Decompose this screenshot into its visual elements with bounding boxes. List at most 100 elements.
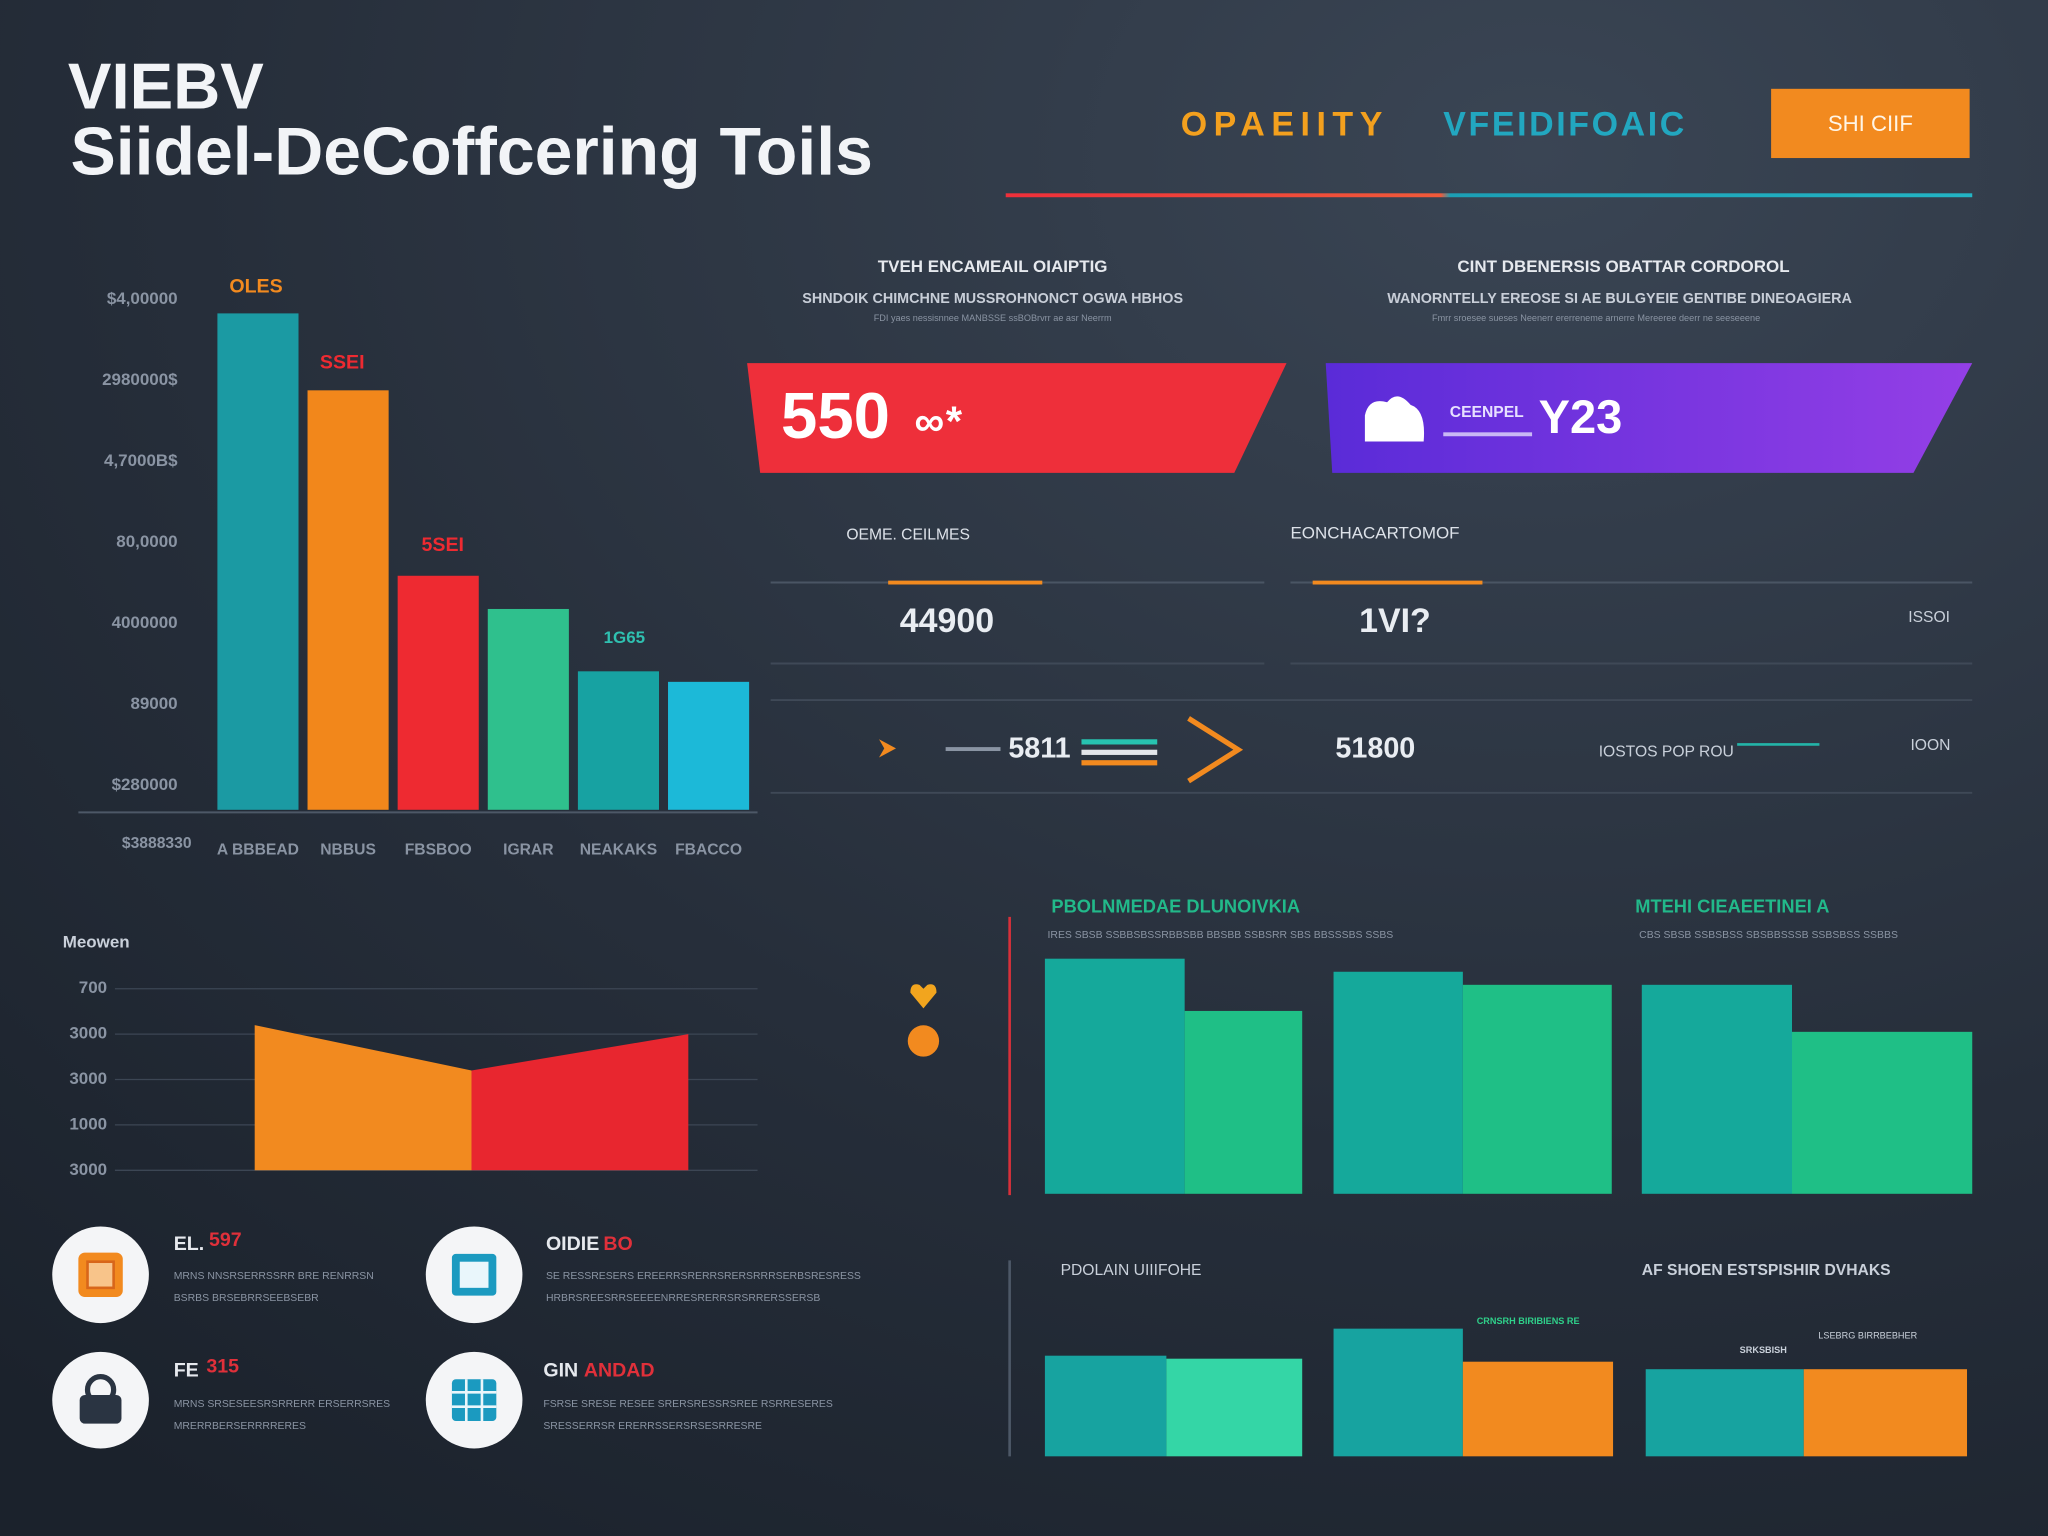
y-tick-label: 2980000$ [102, 370, 178, 389]
feature: GIN ANDAD FSRSE SRESE RESEE SRERSRESSRSR… [425, 1351, 833, 1449]
y-tick-label: 4000000 [112, 613, 178, 632]
feature: FE 315 MRNS SRSESEESRSRRERR ERSERRSRES M… [52, 1351, 390, 1449]
stat-label: EONCHACARTOMOF [1290, 524, 1459, 543]
kpi-card [1325, 363, 1973, 473]
feature-icon [451, 1379, 497, 1422]
feature-text: MRERRBERSERRRRERES [174, 1421, 306, 1432]
chart-title: MTEHI CIEAEETINEI A [1635, 896, 1829, 917]
x-tick-label: FBSBOO [405, 841, 472, 858]
title-line: VIEBV [68, 50, 264, 123]
bar [307, 390, 389, 810]
title-line: Siidel-DeCoffcering Toils [71, 115, 873, 190]
kpi-note: FDI yaes nessisnnee MANBSSE ssBOBrvrr ae… [874, 313, 1112, 323]
kpi-caption [1443, 432, 1533, 437]
feature-title: EL. [174, 1233, 204, 1255]
feature-accent: 315 [206, 1356, 239, 1378]
stat-value: 51800 [1335, 732, 1415, 764]
feature-accent: ANDAD [584, 1360, 655, 1382]
block [1645, 1369, 1804, 1457]
block [1641, 984, 1792, 1194]
feature-text: SE RESSRESERS EREERRSRERRSRERSRRRSERBSRE… [546, 1271, 861, 1282]
y-tick-label: 4,7000B$ [104, 451, 178, 470]
block [1462, 984, 1612, 1194]
kpi-card [747, 363, 1287, 473]
block-annotation: CRNSRH BIRIBIENS RE [1477, 1316, 1580, 1326]
stat-label: IOSTOS POP ROU [1599, 743, 1734, 760]
header-button[interactable] [1771, 88, 1970, 159]
kpi-heading: TVEH ENCAMEAIL OIAIPTIG [878, 257, 1108, 276]
kpi-value: Y23 [1539, 390, 1623, 443]
stat-label: OEME. CEILMES [846, 527, 970, 544]
bar-annotation: OLES [229, 276, 282, 298]
feature-icon [451, 1379, 497, 1422]
y-tick-label: 3000 [69, 1160, 107, 1179]
area-segment [254, 1025, 472, 1171]
chart-subtitle: IRES SBSB SSBBSBSSRBBSBB BBSBB SSBSRR SB… [1048, 930, 1394, 941]
feature-title: GIN [543, 1360, 578, 1382]
stat-value: IOON [1910, 737, 1950, 754]
chart-subtitle: CBS SBSB SSBSBSS SBSBBSSSB SSBSBSS SSBBS [1639, 930, 1898, 941]
feature-accent: 597 [209, 1229, 242, 1251]
feature-text: HRBRSREESRRSEEEENRRESRERRSRSRRERSSERSB [546, 1293, 820, 1304]
x-tick-label: NEAKAKS [580, 841, 657, 858]
feature: OIDIE BO SE RESSRESERS EREERRSRERRSRERSR… [425, 1226, 861, 1324]
bar-annotation: 1G65 [604, 628, 646, 647]
feature-title: OIDIE [546, 1233, 599, 1255]
kpi-heading: CINT DBENERSIS OBATTAR CORDOROL [1457, 257, 1789, 276]
kpi-note: Fmrr sroesee sueses Neenerr ererreneme a… [1432, 313, 1760, 323]
tagline: OPAEIITY [1181, 106, 1389, 144]
chart-title: PDOLAIN UIIIFOHE [1061, 1262, 1202, 1279]
y-tick-label: 3000 [69, 1024, 107, 1043]
y-tick-label: 3000 [69, 1069, 107, 1088]
area-segment [471, 1034, 689, 1171]
y-tick-label: 700 [79, 978, 107, 997]
feature-text: BSRBS BRSEBRRSEEBSEBR [174, 1293, 319, 1304]
bar [487, 608, 569, 810]
dot-icon [907, 1025, 940, 1057]
feature-icon [459, 1261, 489, 1288]
chart-title: Meowen [63, 933, 130, 952]
feature-text: SRESSERRSR ERERRSSERSRSESRRESRE [543, 1421, 762, 1432]
bar [397, 575, 479, 810]
mini-bar [1081, 739, 1158, 745]
block [1044, 1355, 1167, 1457]
cloud-icon [1364, 396, 1425, 442]
stat-value: ISSOI [1908, 609, 1950, 626]
mini-bar [1081, 749, 1158, 755]
y-tick-label: $280000 [112, 775, 178, 794]
block-annotation: LSEBRG BIRRBEBHER [1818, 1331, 1917, 1341]
feature-icon [86, 1260, 115, 1290]
feature-icon [79, 1394, 122, 1424]
mini-bar [1081, 760, 1158, 766]
y-tick-label: 80,0000 [116, 532, 177, 551]
block [1792, 1031, 1973, 1194]
x-tick-label: IGRAR [503, 841, 553, 858]
feature-text: MRNS NNSRSERRSSRR BRE RENRRSN [174, 1271, 374, 1282]
feature: EL. 597 MRNS NNSRSERRSSRR BRE RENRRSN BS… [52, 1226, 374, 1324]
kpi-suffix: ∞* [914, 398, 962, 445]
stat-value: 44900 [900, 602, 994, 640]
y-tick-label: $4,00000 [107, 289, 178, 308]
x-tick-label: A BBBEAD [217, 841, 299, 858]
chart-title: AF SHOEN ESTSPISHIR DVHAKS [1642, 1262, 1891, 1279]
caption-placeholder [945, 747, 1001, 752]
bar [217, 313, 299, 810]
chevron [1187, 716, 1244, 784]
feature-text: FSRSE SRESE RESEE SRERSRESSRSREE RSRRESE… [543, 1399, 832, 1410]
x-tick-label: FBACCO [675, 841, 742, 858]
feature-accent: BO [603, 1233, 632, 1255]
block [1184, 1010, 1303, 1194]
stat-value: 1VI? [1359, 602, 1431, 640]
chart-title: PBOLNMEDAE DLUNOIVKIA [1051, 896, 1300, 917]
block-annotation: SRKSBISH [1740, 1345, 1787, 1355]
bar-annotation: SSEI [320, 351, 365, 373]
heart-icon [910, 984, 937, 1009]
feature-title: FE [174, 1360, 199, 1382]
button-label[interactable]: SHI CIIF [1828, 111, 1913, 136]
bar-annotation: 5SEI [422, 534, 464, 556]
kpi-subheading: SHNDOIK CHIMCHNE MUSSROHNONCT OGWA HBHOS [802, 291, 1183, 307]
block [1333, 1328, 1463, 1457]
block [1166, 1358, 1303, 1457]
